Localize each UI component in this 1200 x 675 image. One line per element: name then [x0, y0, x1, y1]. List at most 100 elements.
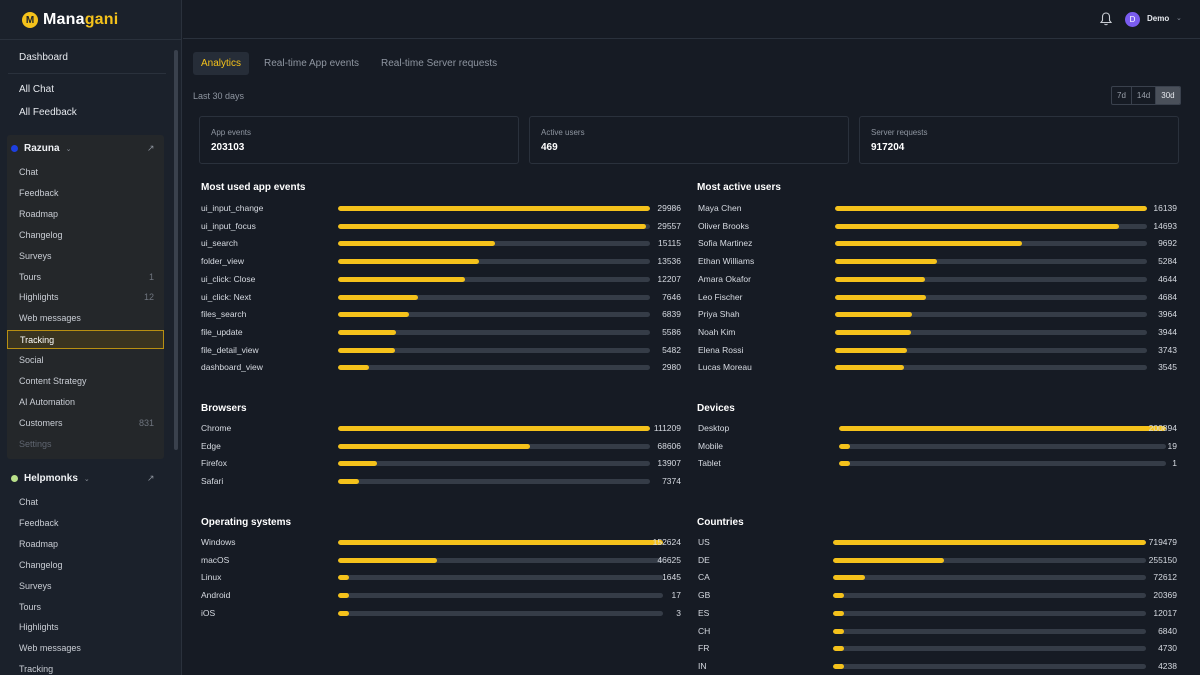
range-14d-button[interactable]: 14d: [1132, 87, 1157, 104]
sidebar-item-chat[interactable]: Chat: [19, 167, 154, 177]
bar-track-active_users-leo-fischer: [835, 294, 1147, 300]
sidebar-item-label: Chat: [19, 167, 39, 177]
user-menu-name[interactable]: Demo: [1147, 14, 1170, 23]
sidebar-item-highlights[interactable]: Highlights: [19, 622, 154, 632]
bar-track-os-ios: [338, 610, 663, 616]
stat-card-active-users: Active users 469: [529, 116, 849, 164]
workspace-helpmonks-header[interactable]: Helpmonks ⌄: [11, 473, 90, 484]
row-label-active_users-leo-fischer: Leo Fischer: [698, 291, 743, 302]
row-label-active_users-priya-shah: Priya Shah: [698, 309, 740, 320]
external-link-icon[interactable]: ↗: [147, 143, 155, 153]
row-value-devices-mobile: 19: [1167, 440, 1177, 451]
section-title-active-users: Most active users: [697, 182, 781, 193]
sidebar-item-chat[interactable]: Chat: [19, 497, 154, 507]
bar-track-app_events-ui-click-close: [338, 276, 650, 282]
bar-fill-os-macos: [338, 557, 438, 563]
sidebar-item-roadmap[interactable]: Roadmap: [19, 209, 154, 219]
bar-track-countries-us: [833, 540, 1146, 545]
stat-label: App events: [211, 128, 252, 137]
bar-fill-countries-us: [833, 540, 1146, 545]
row-label-countries-de: DE: [698, 554, 710, 565]
tab-analytics[interactable]: Analytics: [193, 52, 250, 75]
range-7d-button[interactable]: 7d: [1112, 87, 1132, 104]
bar-fill-app_events-files-search: [338, 312, 410, 318]
row-value-active_users-amara-okafor: 4644: [1158, 273, 1177, 284]
sidebar-item-label: Feedback: [19, 517, 59, 528]
sidebar-item-tours[interactable]: Tours 1: [19, 272, 154, 282]
nav-all-feedback[interactable]: All Feedback: [19, 107, 77, 118]
period-label: Last 30 days: [193, 91, 245, 101]
tab-realtime-app-events[interactable]: Real-time App events: [264, 58, 360, 69]
bar-fill-browsers-safari: [338, 479, 359, 485]
row-value-countries-es: 12017: [1153, 607, 1177, 618]
row-value-devices-desktop: 200894: [1148, 423, 1177, 433]
sidebar-item-settings[interactable]: Settings: [19, 439, 154, 449]
nav-dashboard[interactable]: Dashboard: [19, 52, 68, 63]
app-logo[interactable]: M Managani: [22, 11, 118, 29]
sidebar-item-changelog[interactable]: Changelog: [19, 230, 154, 240]
row-value-countries-fr: 4730: [1158, 643, 1177, 654]
row-label-app_events-files-search: files_search: [201, 309, 247, 320]
row-value-app_events-dashboard-view: 2980: [662, 362, 681, 373]
row-value-os-macos: 46625: [657, 554, 681, 565]
bar-track-devices-desktop: [839, 426, 1166, 431]
bar-fill-active_users-leo-fischer: [835, 294, 926, 300]
sidebar-item-web-messages[interactable]: Web messages: [19, 643, 154, 653]
bar-track-app_events-ui-input-change: [338, 206, 650, 211]
nav-all-chat[interactable]: All Chat: [19, 84, 55, 95]
section-title-os: Operating systems: [201, 517, 292, 528]
sidebar-item-label: Tracking: [20, 334, 55, 345]
row-label-browsers-edge: Edge: [201, 440, 221, 451]
row-label-app_events-ui-click-close: ui_click: Close: [201, 273, 256, 284]
sidebar-item-tracking[interactable]: Tracking: [7, 330, 164, 350]
row-label-browsers-chrome: Chrome: [201, 423, 232, 433]
sidebar-item-label: Surveys: [19, 580, 52, 591]
row-value-app_events-ui-click-close: 12207: [657, 273, 681, 284]
sidebar-item-label: Feedback: [19, 187, 59, 198]
row-value-countries-de: 255150: [1148, 554, 1177, 565]
range-30d-button[interactable]: 30d: [1156, 87, 1180, 104]
row-value-app_events-file-update: 5586: [662, 326, 681, 337]
sidebar-item-label: Settings: [19, 438, 52, 449]
sidebar-item-feedback[interactable]: Feedback: [19, 188, 154, 198]
bar-fill-app_events-ui-input-change: [338, 206, 650, 211]
app-name-part1: Mana: [43, 11, 85, 28]
row-value-os-android: 17: [671, 590, 681, 601]
bar-track-browsers-firefox: [338, 461, 650, 467]
workspace-razuna-panel: [7, 135, 164, 459]
sidebar-item-label: Highlights: [19, 622, 59, 633]
sidebar-item-highlights[interactable]: Highlights 12: [19, 292, 154, 302]
sidebar-item-social[interactable]: Social: [19, 355, 154, 365]
sidebar-item-label: Surveys: [19, 250, 52, 261]
sidebar-item-feedback[interactable]: Feedback: [19, 518, 154, 528]
sidebar-item-roadmap[interactable]: Roadmap: [19, 539, 154, 549]
bar-track-os-windows: [338, 540, 663, 545]
chevron-down-icon[interactable]: ⌄: [1176, 15, 1182, 22]
bar-track-os-linux: [338, 575, 663, 581]
sidebar-item-tracking[interactable]: Tracking: [19, 664, 154, 674]
sidebar-item-changelog[interactable]: Changelog: [19, 560, 154, 570]
tab-realtime-server-requests[interactable]: Real-time Server requests: [381, 58, 498, 69]
row-value-active_users-leo-fischer: 4684: [1158, 291, 1177, 302]
sidebar-item-customers[interactable]: Customers 831: [19, 418, 154, 428]
sidebar-item-surveys[interactable]: Surveys: [19, 581, 154, 591]
sidebar-item-web-messages[interactable]: Web messages: [19, 313, 154, 323]
row-value-active_users-elena-rossi: 3743: [1158, 344, 1177, 355]
row-value-os-ios: 3: [676, 607, 681, 618]
sidebar: M Managani Dashboard All Chat All Feedba…: [0, 0, 182, 675]
bell-icon[interactable]: [1100, 12, 1112, 26]
row-label-app_events-file-detail-view: file_detail_view: [201, 344, 259, 355]
sidebar-item-content-strategy[interactable]: Content Strategy: [19, 376, 154, 386]
bar-fill-active_users-amara-okafor: [835, 276, 925, 282]
sidebar-item-tours[interactable]: Tours: [19, 602, 154, 612]
sidebar-item-surveys[interactable]: Surveys: [19, 251, 154, 261]
sidebar-item-ai-automation[interactable]: AI Automation: [19, 397, 154, 407]
bar-track-app_events-folder-view: [338, 259, 650, 265]
workspace-razuna-header[interactable]: Razuna ⌄: [11, 143, 71, 154]
avatar[interactable]: D: [1125, 12, 1140, 27]
external-link-icon[interactable]: ↗: [147, 473, 155, 483]
row-value-app_events-ui-input-focus: 29557: [657, 220, 681, 231]
sidebar-item-count: 12: [143, 292, 154, 303]
row-label-active_users-lucas-moreau: Lucas Moreau: [698, 362, 752, 373]
sidebar-scrollbar[interactable]: [174, 50, 178, 450]
